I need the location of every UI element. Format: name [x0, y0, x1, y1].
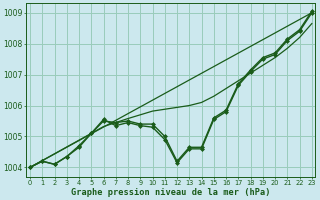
X-axis label: Graphe pression niveau de la mer (hPa): Graphe pression niveau de la mer (hPa): [71, 188, 271, 197]
